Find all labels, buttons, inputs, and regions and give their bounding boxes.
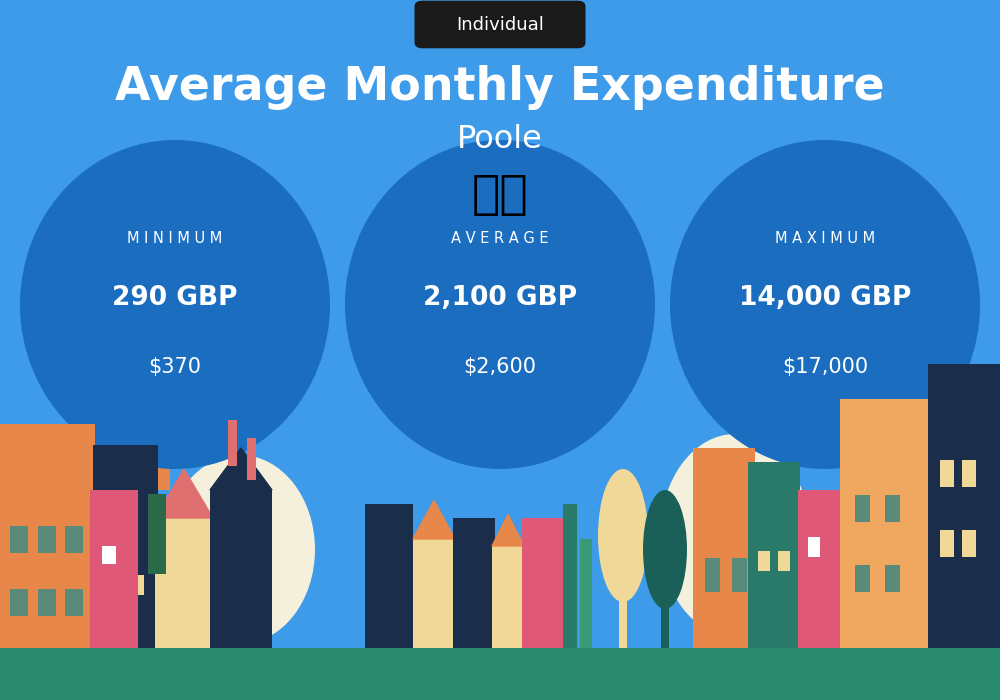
Bar: [798, 490, 840, 648]
Polygon shape: [413, 500, 455, 539]
Bar: [492, 546, 524, 648]
Bar: [0, 424, 95, 648]
Bar: [748, 462, 800, 648]
Text: Individual: Individual: [456, 15, 544, 34]
Text: Average Monthly Expenditure: Average Monthly Expenditure: [115, 65, 885, 110]
Text: Poole: Poole: [457, 125, 543, 155]
Ellipse shape: [705, 500, 815, 634]
Ellipse shape: [20, 140, 330, 469]
Bar: [855, 565, 870, 592]
Bar: [928, 364, 1000, 648]
Text: 🇬🇧: 🇬🇧: [472, 174, 528, 218]
Bar: [115, 438, 170, 490]
Text: 14,000 GBP: 14,000 GBP: [739, 284, 911, 311]
Bar: [453, 518, 495, 648]
Bar: [855, 495, 870, 522]
Text: $370: $370: [148, 358, 202, 377]
Bar: [38, 589, 56, 616]
Text: M I N I M U M: M I N I M U M: [127, 230, 223, 246]
Bar: [778, 551, 790, 570]
Bar: [885, 495, 900, 522]
Bar: [10, 526, 28, 553]
Bar: [210, 490, 272, 648]
Bar: [962, 460, 976, 486]
Ellipse shape: [598, 469, 648, 602]
Bar: [90, 490, 138, 648]
Bar: [102, 546, 116, 564]
Bar: [661, 546, 669, 648]
Ellipse shape: [660, 434, 810, 637]
Text: 2,100 GBP: 2,100 GBP: [423, 284, 577, 311]
Bar: [365, 504, 413, 648]
Ellipse shape: [643, 490, 687, 609]
Bar: [758, 551, 770, 570]
Bar: [940, 460, 954, 486]
Bar: [38, 526, 56, 553]
Bar: [10, 589, 28, 616]
Text: A V E R A G E: A V E R A G E: [451, 230, 549, 246]
Text: $17,000: $17,000: [782, 358, 868, 377]
Bar: [885, 565, 900, 592]
Bar: [93, 444, 158, 648]
Bar: [940, 530, 954, 556]
Bar: [228, 420, 237, 466]
Bar: [130, 575, 144, 595]
Bar: [247, 438, 256, 480]
Bar: [65, 526, 83, 553]
Polygon shape: [210, 448, 272, 490]
Ellipse shape: [670, 140, 980, 469]
Bar: [693, 448, 755, 648]
Text: M A X I M U M: M A X I M U M: [775, 230, 875, 246]
Text: $2,600: $2,600: [464, 358, 536, 377]
Ellipse shape: [165, 455, 315, 644]
Bar: [148, 494, 166, 574]
Bar: [705, 558, 720, 591]
Bar: [962, 530, 976, 556]
Polygon shape: [492, 514, 524, 546]
Text: 290 GBP: 290 GBP: [112, 284, 238, 311]
Polygon shape: [155, 469, 213, 518]
Bar: [65, 589, 83, 616]
Bar: [155, 518, 213, 648]
Bar: [732, 558, 747, 591]
Bar: [840, 399, 935, 648]
Bar: [105, 575, 119, 595]
Bar: [860, 399, 915, 452]
Bar: [619, 539, 627, 648]
Bar: [563, 504, 577, 648]
Bar: [413, 539, 455, 648]
Bar: [580, 539, 592, 648]
Bar: [808, 537, 820, 556]
Bar: [0, 648, 1000, 700]
FancyBboxPatch shape: [415, 1, 585, 48]
Ellipse shape: [150, 504, 260, 637]
Ellipse shape: [345, 140, 655, 469]
Bar: [522, 518, 564, 648]
